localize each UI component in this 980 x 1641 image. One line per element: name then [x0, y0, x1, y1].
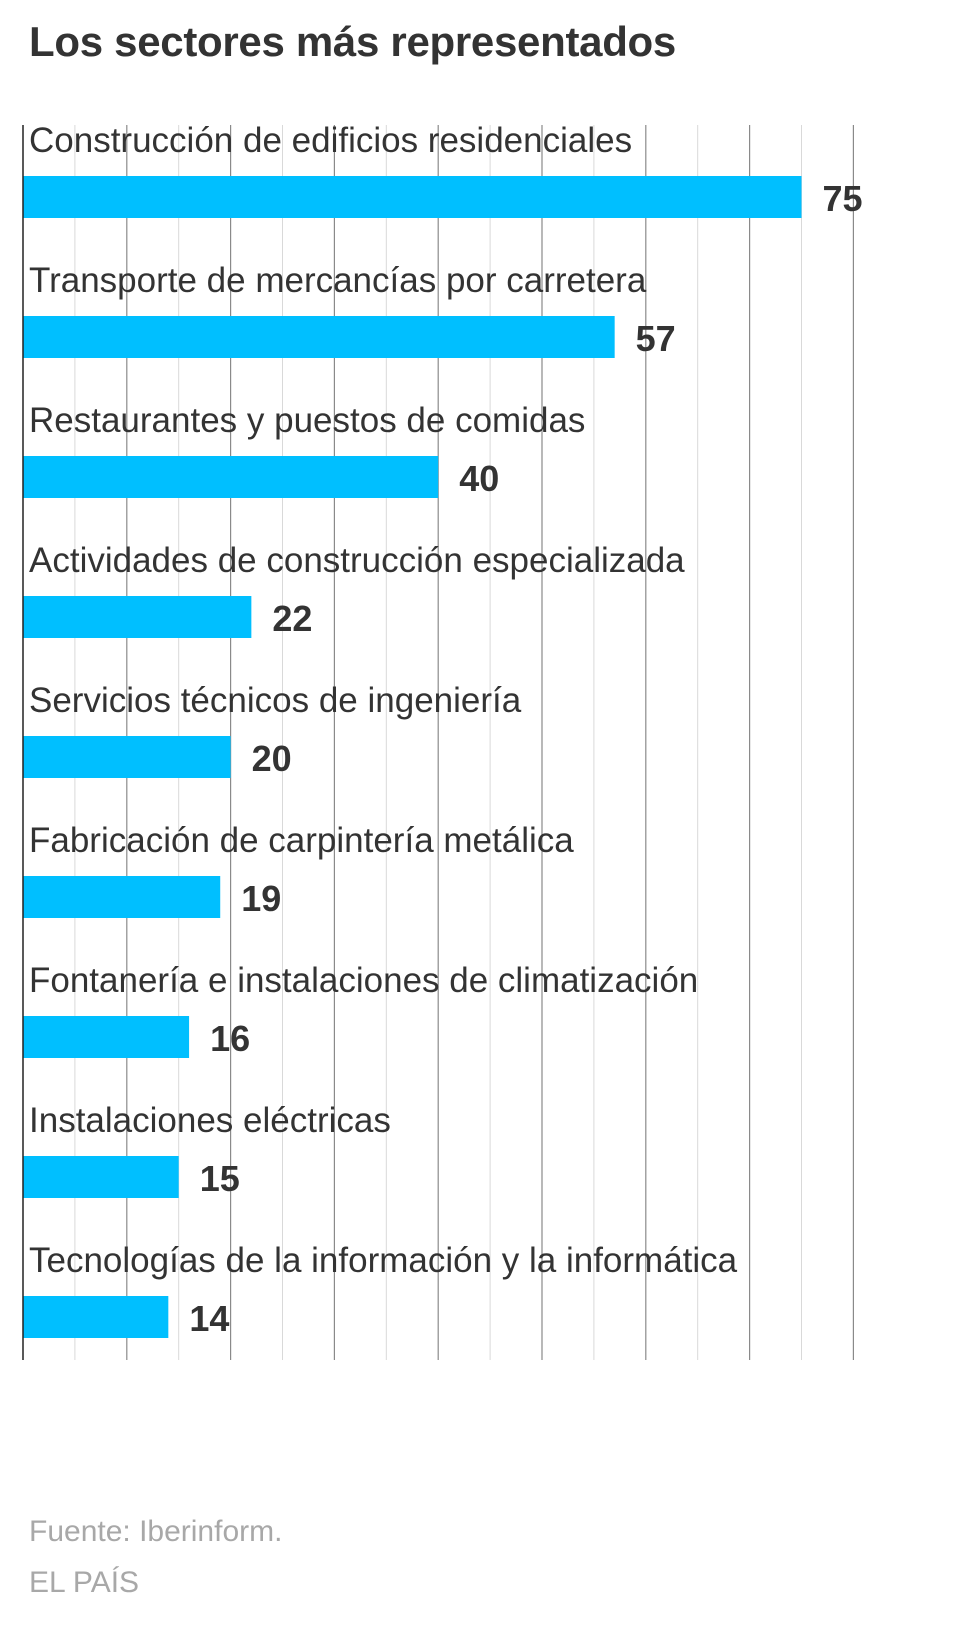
value-label: 57	[636, 318, 676, 359]
category-label: Restaurantes y puestos de comidas	[29, 401, 585, 440]
bars	[23, 176, 802, 1338]
publisher-credit: EL PAÍS	[29, 1566, 140, 1599]
category-label: Construcción de edificios residenciales	[29, 121, 632, 160]
category-label: Transporte de mercancías por carretera	[29, 261, 647, 300]
bar	[23, 1016, 190, 1058]
value-label: 75	[823, 178, 863, 219]
category-label: Fabricación de carpintería metálica	[29, 821, 574, 860]
value-label: 22	[272, 598, 312, 639]
category-label: Actividades de construcción especializad…	[29, 541, 685, 580]
value-label: 14	[189, 1298, 229, 1339]
bar-chart: Construcción de edificios residenciales 7…	[22, 121, 863, 1360]
category-label: Servicios técnicos de ingeniería	[29, 681, 522, 720]
bar	[23, 1296, 169, 1338]
value-label: 20	[252, 738, 292, 779]
category-label: Tecnologías de la información y la infor…	[29, 1241, 738, 1280]
bar	[23, 736, 231, 778]
bar	[23, 456, 439, 498]
bar	[23, 176, 802, 218]
category-label: Instalaciones eléctricas	[29, 1101, 391, 1140]
bar	[23, 316, 615, 358]
value-label: 16	[210, 1018, 250, 1059]
bar	[23, 1156, 179, 1198]
value-label: 15	[200, 1158, 240, 1199]
category-label: Fontanería e instalaciones de climatizac…	[29, 961, 698, 1000]
bar	[23, 596, 252, 638]
chart-title: Los sectores más representados	[29, 18, 676, 65]
value-label: 19	[241, 878, 281, 919]
source-note: Fuente: Iberinform.	[29, 1515, 283, 1548]
bar	[23, 876, 221, 918]
value-label: 40	[459, 458, 499, 499]
labels: Construcción de edificios residenciales 7…	[22, 121, 863, 1360]
